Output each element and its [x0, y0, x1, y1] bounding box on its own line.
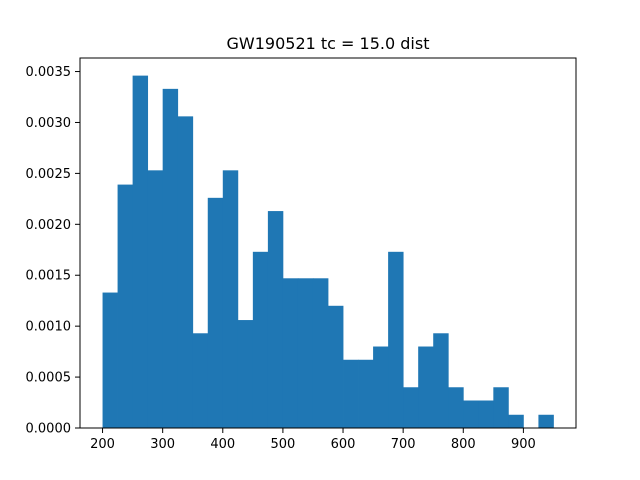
x-tick-label: 500	[270, 437, 295, 452]
histogram-bar	[222, 170, 239, 428]
histogram-bar	[297, 278, 314, 428]
histogram-bar	[282, 278, 299, 428]
histogram-bar	[162, 88, 179, 429]
histogram-bar	[343, 359, 359, 428]
histogram-bar	[267, 211, 284, 428]
y-tick-label: 0.0030	[26, 116, 72, 131]
x-tick-label: 800	[451, 437, 476, 452]
histogram-bar	[418, 346, 434, 428]
y-tick-label: 0.0035	[26, 65, 72, 80]
histogram-bar	[177, 116, 194, 429]
y-tick-label: 0.0010	[26, 320, 72, 335]
histogram-bar	[358, 359, 374, 428]
histogram-bar	[132, 75, 149, 429]
x-tick-label: 300	[150, 437, 175, 452]
y-tick-label: 0.0000	[26, 422, 72, 437]
histogram-bar	[102, 292, 118, 428]
y-tick-label: 0.0020	[26, 218, 72, 233]
x-tick-label: 900	[511, 437, 536, 452]
x-tick-label: 600	[331, 437, 356, 452]
x-tick-label: 700	[391, 437, 416, 452]
histogram-bar	[328, 305, 344, 428]
histogram-bar	[433, 333, 449, 428]
x-tick-label: 200	[90, 437, 115, 452]
histogram-bar	[192, 333, 209, 428]
histogram-bar	[117, 184, 134, 428]
histogram-bar	[312, 278, 329, 428]
histogram-bar	[373, 346, 389, 428]
x-tick-label: 400	[210, 437, 235, 452]
histogram-bar	[508, 414, 524, 428]
histogram-bar	[478, 400, 494, 428]
histogram-bar	[252, 251, 269, 428]
histogram-bar	[237, 320, 254, 428]
y-axis: 0.0000 0.0005 0.0010 0.0015 0.0020 0.0025 0.00…	[26, 65, 80, 437]
histogram-bar	[147, 170, 164, 428]
chart-title: GW190521 tc = 15.0 dist	[227, 34, 430, 53]
histogram-bar	[403, 387, 419, 428]
histogram-bar	[538, 414, 554, 428]
x-axis: 200 300 400 500 600 700 800 900	[90, 428, 536, 452]
histogram-bar	[207, 197, 224, 428]
y-tick-label: 0.0025	[26, 167, 72, 182]
histogram-bar	[493, 387, 509, 428]
y-tick-label: 0.0005	[26, 371, 72, 386]
histogram-bar	[388, 251, 404, 428]
plot-frame	[79, 57, 577, 429]
bars-layer	[102, 75, 554, 429]
histogram-bar	[463, 400, 479, 428]
y-tick-label: 0.0015	[26, 269, 72, 284]
histogram-bar	[448, 387, 464, 428]
